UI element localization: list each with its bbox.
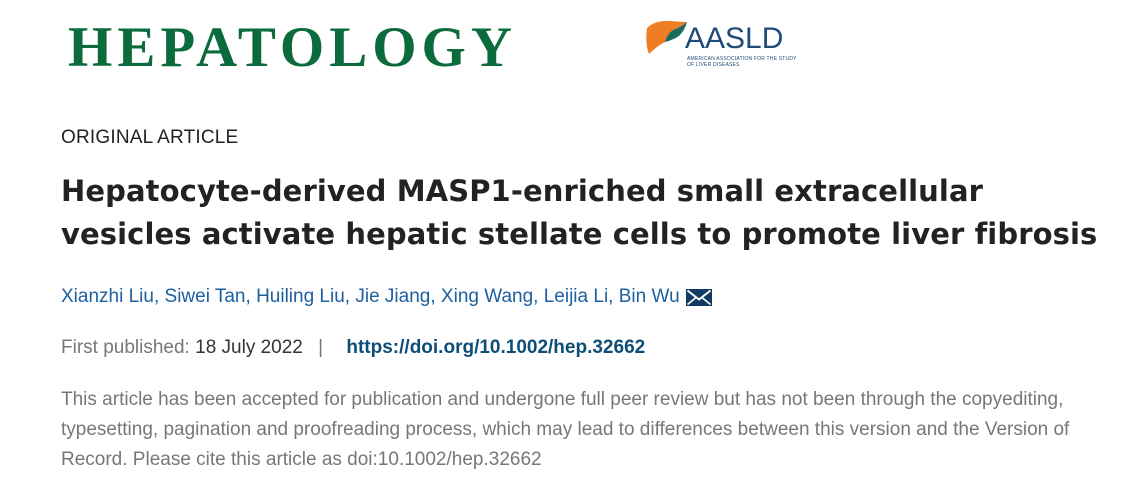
first-published-date: 18 July 2022 — [195, 337, 303, 358]
author-separator: , — [344, 286, 356, 307]
author-link[interactable]: Leijia Li — [543, 286, 609, 307]
author-link[interactable]: Xianzhi Liu — [61, 286, 154, 307]
author-separator: , — [153, 286, 165, 307]
author-separator: , — [533, 286, 544, 307]
author-link[interactable]: Xing Wang — [440, 286, 534, 307]
author-link-corresponding[interactable]: Bin Wu — [618, 286, 680, 307]
author-separator: , — [245, 286, 257, 307]
author-list: Xianzhi Liu, Siwei Tan, Huiling Liu, Jie… — [61, 286, 712, 308]
doi-link[interactable]: https://doi.org/10.1002/hep.32662 — [346, 337, 646, 358]
society-fullname: American Association for the Study of Li… — [687, 56, 797, 68]
publication-info: First published: 18 July 2022 | https://… — [61, 337, 645, 359]
article-title: Hepatocyte-derived MASP1-enriched small … — [61, 174, 1098, 251]
envelope-icon[interactable] — [685, 288, 712, 307]
aasld-liver-logo-icon — [646, 20, 687, 54]
author-separator: , — [608, 286, 619, 307]
author-link[interactable]: Huiling Liu — [256, 286, 345, 307]
author-link[interactable]: Siwei Tan — [164, 286, 246, 307]
author-separator: , — [430, 286, 441, 307]
author-link[interactable]: Jie Jiang — [355, 286, 431, 307]
journal-masthead: HEPATOLOGY — [68, 12, 517, 82]
society-name: AASLD — [685, 22, 784, 55]
society-logo[interactable]: AASLD American Association for the Study… — [645, 18, 805, 76]
accepted-article-notice: This article has been accepted for publi… — [61, 389, 1070, 470]
first-published-label: First published: — [61, 337, 190, 358]
divider: | — [318, 337, 324, 358]
journal-title[interactable]: HEPATOLOGY — [68, 15, 518, 79]
article-type-label: ORIGINAL ARTICLE — [61, 127, 239, 148]
